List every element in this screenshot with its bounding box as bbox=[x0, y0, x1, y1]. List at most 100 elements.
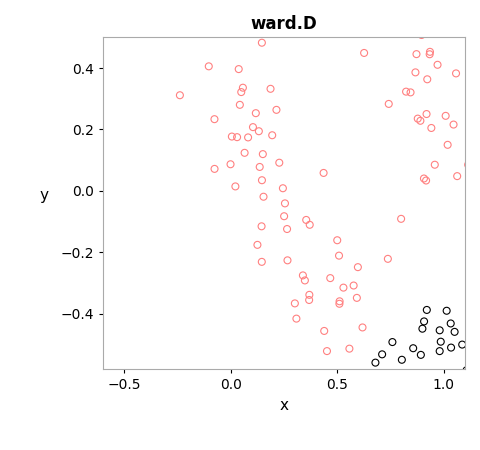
Point bbox=[470, 303, 478, 310]
Point bbox=[0, 123, 4, 130]
Point bbox=[466, 101, 474, 108]
Point bbox=[67, 41, 75, 48]
Point bbox=[411, 69, 419, 76]
Point bbox=[467, 380, 475, 387]
Point bbox=[436, 347, 444, 355]
Point bbox=[452, 70, 460, 77]
Point bbox=[402, 88, 410, 95]
Point bbox=[53, 176, 61, 183]
Point bbox=[236, 101, 244, 108]
Point bbox=[472, 355, 480, 362]
Point bbox=[443, 307, 451, 315]
Point bbox=[468, 294, 476, 301]
Point bbox=[436, 327, 444, 334]
Point bbox=[305, 297, 313, 304]
Point bbox=[372, 359, 379, 366]
Point bbox=[448, 20, 456, 27]
Point bbox=[211, 165, 218, 172]
Point bbox=[434, 61, 442, 68]
Point bbox=[426, 51, 433, 58]
Point bbox=[10, 59, 17, 66]
Point bbox=[259, 150, 267, 158]
Point bbox=[422, 177, 430, 184]
Point bbox=[334, 237, 341, 244]
Point bbox=[350, 282, 358, 289]
Point bbox=[291, 300, 299, 307]
Point bbox=[258, 177, 266, 184]
Y-axis label: y: y bbox=[39, 188, 48, 203]
Point bbox=[444, 141, 452, 149]
Point bbox=[211, 116, 218, 123]
Point bbox=[336, 298, 343, 305]
Point bbox=[428, 376, 436, 383]
Point bbox=[283, 225, 291, 233]
Point bbox=[320, 327, 328, 334]
Point bbox=[0, 110, 7, 117]
Point bbox=[402, 16, 409, 23]
Point bbox=[464, 161, 472, 168]
Point bbox=[409, 345, 417, 352]
Point bbox=[320, 169, 327, 176]
Point bbox=[354, 264, 362, 271]
Point bbox=[33, 43, 40, 50]
Point bbox=[336, 300, 343, 307]
Point bbox=[252, 109, 260, 117]
Point bbox=[420, 318, 428, 325]
Point bbox=[267, 85, 275, 92]
Point bbox=[233, 134, 241, 141]
Point bbox=[32, 49, 39, 56]
Point bbox=[228, 133, 236, 140]
Point bbox=[451, 328, 458, 335]
Point bbox=[268, 132, 276, 139]
Point bbox=[32, 13, 40, 20]
X-axis label: x: x bbox=[279, 397, 288, 413]
Point bbox=[244, 134, 252, 141]
Point bbox=[394, 22, 401, 29]
Point bbox=[35, 100, 42, 107]
Point bbox=[426, 48, 434, 55]
Point bbox=[378, 351, 386, 358]
Point bbox=[21, 41, 29, 48]
Point bbox=[323, 347, 331, 355]
Point bbox=[239, 84, 247, 91]
Point bbox=[442, 112, 449, 119]
Point bbox=[284, 257, 291, 264]
Point bbox=[25, 22, 33, 30]
Point bbox=[385, 100, 393, 108]
Point bbox=[23, 198, 30, 206]
Point bbox=[34, 134, 41, 141]
Title: ward.D: ward.D bbox=[251, 15, 317, 33]
Point bbox=[447, 320, 455, 327]
Point bbox=[398, 356, 406, 363]
Point bbox=[423, 306, 431, 314]
Point bbox=[422, 11, 430, 18]
Point bbox=[447, 344, 455, 351]
Point bbox=[414, 115, 421, 122]
Point bbox=[51, 198, 59, 206]
Point bbox=[420, 175, 428, 182]
Point bbox=[176, 92, 184, 99]
Point bbox=[343, 14, 351, 22]
Point bbox=[235, 66, 242, 73]
Point bbox=[64, 56, 72, 63]
Point bbox=[386, 8, 394, 15]
Point bbox=[258, 223, 265, 230]
Point bbox=[273, 106, 280, 113]
Point bbox=[477, 162, 480, 169]
Point bbox=[249, 124, 257, 131]
Point bbox=[339, 284, 347, 291]
Point bbox=[306, 221, 313, 229]
Point bbox=[348, 380, 356, 387]
Point bbox=[450, 121, 457, 128]
Point bbox=[258, 39, 266, 46]
Point bbox=[299, 272, 307, 279]
Point bbox=[293, 315, 300, 322]
Point bbox=[45, 10, 53, 17]
Point bbox=[384, 255, 392, 262]
Point bbox=[428, 124, 435, 131]
Point bbox=[353, 294, 360, 302]
Point bbox=[397, 215, 405, 222]
Point bbox=[281, 200, 289, 207]
Point bbox=[15, 212, 23, 220]
Point bbox=[335, 252, 343, 259]
